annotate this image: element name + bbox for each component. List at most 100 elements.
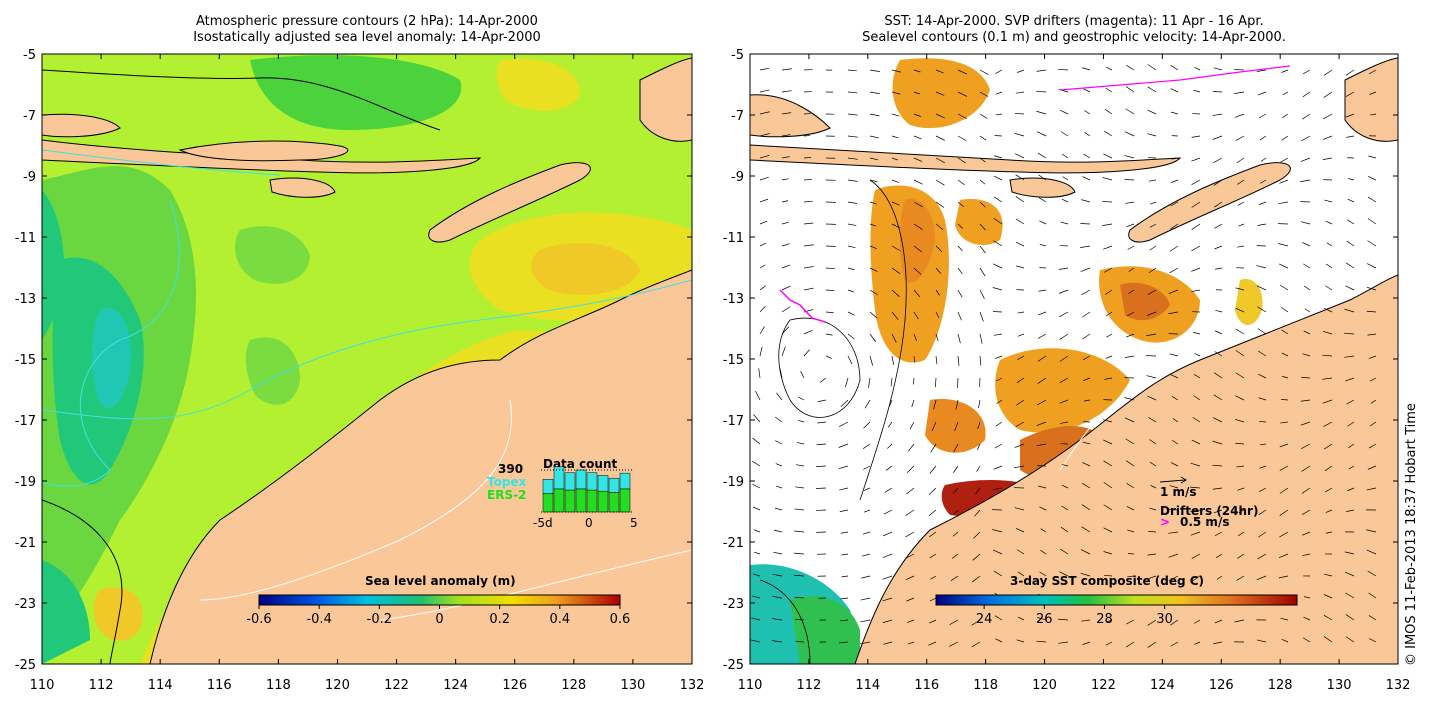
velocity-arrow	[1060, 131, 1069, 137]
velocity-arrow	[1017, 616, 1025, 621]
velocity-arrow	[1280, 421, 1289, 424]
velocity-arrow	[817, 421, 827, 424]
velocity-arrow	[1080, 223, 1091, 225]
velocity-arrow	[1127, 529, 1135, 533]
velocity-arrow	[1081, 526, 1091, 533]
velocity-arrow	[847, 113, 858, 116]
velocity-arrow	[993, 465, 1003, 470]
velocity-arrow	[825, 355, 832, 359]
velocity-arrow	[1060, 221, 1069, 225]
velocity-arrow	[1234, 69, 1245, 71]
velocity-arrow	[971, 575, 981, 583]
velocity-arrow	[1237, 553, 1245, 559]
velocity-arrow	[840, 597, 849, 600]
velocity-arrow	[1168, 289, 1179, 294]
velocity-arrow	[750, 639, 761, 643]
velocity-arrow	[1037, 152, 1047, 159]
velocity-arrow	[1369, 91, 1377, 95]
velocity-arrow	[825, 289, 835, 291]
velocity-arrow	[1170, 179, 1179, 184]
velocity-arrow	[1015, 196, 1025, 203]
velocity-arrow	[995, 113, 1003, 116]
right-y-tick-label: -21	[723, 536, 744, 551]
velocity-arrow	[1214, 619, 1223, 624]
velocity-arrow	[1061, 198, 1069, 203]
java-land-right	[750, 94, 831, 138]
velocity-arrow	[928, 509, 937, 516]
right-title-line1: SST: 14-Apr-2000. SVP drifters (magenta)…	[884, 14, 1264, 29]
velocity-arrow	[869, 113, 880, 117]
velocity-arrow	[1345, 91, 1355, 97]
pressure-contour	[42, 149, 281, 176]
velocity-arrow	[935, 179, 945, 186]
velocity-arrow	[1281, 329, 1289, 335]
velocity-arrow	[888, 399, 893, 408]
velocity-arrow	[1324, 307, 1333, 313]
velocity-arrow	[1214, 531, 1223, 537]
drifter-scale-label: 0.5 m/s	[1180, 515, 1229, 529]
velocity-arrow	[992, 263, 1003, 269]
velocity-arrow	[1322, 377, 1333, 380]
velocity-arrow	[781, 90, 792, 93]
velocity-arrow	[1103, 482, 1113, 489]
velocity-arrow	[1345, 113, 1355, 118]
flores-islands	[178, 140, 349, 162]
inset-topex-label: Topex	[487, 475, 527, 489]
velocity-arrow	[935, 311, 940, 318]
velocity-arrow	[996, 377, 1003, 382]
ers2-bar	[564, 489, 576, 513]
velocity-arrow	[1037, 617, 1047, 621]
velocity-arrow	[1125, 86, 1135, 93]
left-x-tick-label: 122	[384, 678, 409, 693]
velocity-arrow	[996, 399, 1003, 404]
velocity-arrow	[1344, 551, 1355, 555]
velocity-arrow	[772, 640, 783, 643]
velocity-arrow	[993, 333, 1003, 336]
velocity-arrow	[1235, 372, 1245, 379]
velocity-arrow	[1260, 157, 1267, 162]
velocity-arrow	[1279, 443, 1289, 448]
velocity-arrow	[882, 553, 893, 558]
velocity-arrow	[887, 421, 893, 428]
velocity-arrow	[1190, 486, 1201, 489]
velocity-arrow	[1347, 487, 1355, 492]
velocity-arrow	[1169, 267, 1179, 274]
velocity-arrow	[1369, 421, 1377, 427]
velocity-arrow	[1367, 240, 1377, 247]
velocity-arrow	[979, 201, 986, 208]
velocity-arrow	[1366, 487, 1377, 491]
velocity-arrow	[1015, 527, 1025, 533]
velocity-arrow	[1192, 417, 1201, 423]
velocity-arrow	[995, 91, 1003, 95]
left-x-tick-label: 110	[30, 678, 55, 693]
velocity-arrow	[887, 443, 893, 449]
velocity-arrow	[957, 201, 965, 208]
velocity-arrow	[1346, 399, 1355, 405]
velocity-arrow	[864, 399, 871, 409]
left-colorbar-gradient	[258, 594, 621, 606]
velocity-arrow	[1036, 421, 1047, 426]
velocity-arrow	[979, 157, 986, 163]
velocity-arrow	[1103, 527, 1113, 533]
velocity-arrow	[979, 311, 984, 322]
velocity-arrow	[1038, 197, 1047, 203]
velocity-arrow	[906, 597, 915, 602]
velocity-arrow	[1036, 90, 1047, 93]
velocity-arrow	[781, 285, 791, 291]
velocity-arrow	[847, 135, 858, 138]
velocity-arrow	[913, 267, 922, 275]
velocity-arrow	[1235, 287, 1245, 291]
right-x-tick-label: 118	[973, 678, 998, 693]
topex-bar	[564, 472, 576, 491]
left-colorbar-tick: 0.4	[549, 612, 570, 627]
ers2-bar	[608, 492, 620, 513]
velocity-arrow	[1080, 267, 1091, 272]
left-title-line1: Atmospheric pressure contours (2 hPa): 1…	[196, 14, 538, 29]
velocity-arrow	[1366, 310, 1377, 313]
velocity-arrow	[957, 377, 959, 389]
velocity-arrow	[953, 465, 959, 473]
velocity-arrow	[752, 506, 761, 511]
velocity-arrow	[992, 529, 1003, 533]
velocity-arrow	[891, 91, 901, 95]
velocity-arrow	[1127, 553, 1135, 555]
